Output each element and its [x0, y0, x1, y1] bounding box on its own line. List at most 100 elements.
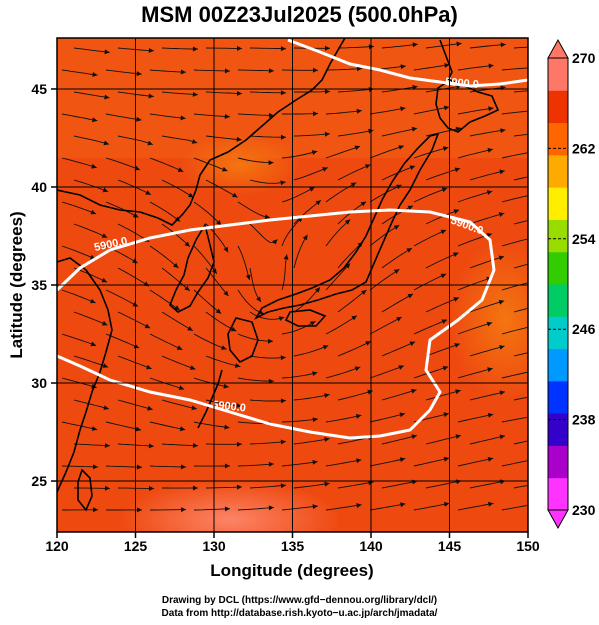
streamline	[205, 47, 243, 49]
streamline-arrow	[92, 117, 98, 123]
streamline-arrow	[268, 505, 274, 511]
streamline	[293, 287, 321, 313]
streamline-arrow	[312, 504, 318, 510]
streamline-arrow	[173, 262, 179, 268]
streamline	[61, 69, 98, 76]
coastline-shikoku	[284, 309, 327, 327]
streamline	[469, 212, 505, 225]
streamline-arrow	[105, 485, 110, 491]
streamline-arrow	[222, 166, 228, 172]
streamline	[149, 377, 185, 390]
streamline	[237, 157, 274, 164]
streamline	[61, 289, 96, 304]
streamline-arrow	[145, 190, 151, 195]
streamline-arrow	[280, 439, 286, 445]
streamline-arrow	[453, 209, 460, 214]
streamline	[61, 421, 98, 431]
streamline-arrow	[355, 413, 362, 419]
streamline	[117, 267, 150, 287]
streamline	[193, 201, 222, 226]
streamline-arrow	[322, 167, 328, 172]
coastline-taiwan	[77, 468, 93, 512]
streamline-arrow	[324, 131, 330, 137]
streamline	[149, 69, 186, 73]
y-tick-label: 40	[31, 179, 47, 195]
colorbar-segment	[548, 187, 568, 220]
streamline-arrow	[351, 315, 357, 321]
streamline	[281, 254, 288, 291]
streamline-arrow	[268, 112, 274, 118]
coastline-asia-north	[57, 38, 346, 226]
streamline	[205, 355, 241, 368]
streamline-arrow	[236, 136, 242, 142]
streamline	[149, 289, 181, 311]
streamline	[73, 223, 108, 239]
streamline-arrow	[245, 274, 251, 280]
x-tick-label: 135	[281, 538, 305, 554]
streamline-arrow	[309, 187, 315, 192]
streamline-arrow	[399, 457, 406, 463]
streamline-arrow	[412, 42, 418, 48]
streamline	[73, 47, 110, 53]
streamline	[237, 463, 274, 467]
streamline	[293, 234, 308, 269]
streamline	[369, 316, 402, 335]
streamline-arrow	[442, 365, 449, 371]
streamline	[205, 486, 243, 489]
streamline-arrow	[532, 192, 537, 197]
streamline	[457, 457, 494, 467]
streamline-arrow	[486, 321, 493, 327]
streamline-arrow	[324, 393, 330, 398]
streamline	[337, 129, 374, 137]
streamline-arrow	[499, 345, 505, 350]
streamline-arrow	[315, 200, 321, 206]
streamline	[249, 179, 286, 184]
x-tick-label: 140	[359, 538, 383, 554]
streamline	[282, 113, 319, 115]
streamline-arrow	[500, 128, 506, 134]
streamline	[193, 508, 231, 511]
streamline-arrow	[486, 190, 493, 195]
streamline	[293, 345, 329, 357]
streamline-arrow	[132, 258, 138, 264]
streamline-arrow	[144, 323, 151, 329]
streamline	[413, 457, 450, 467]
streamline	[413, 319, 448, 335]
streamline	[161, 355, 196, 370]
streamline-arrow	[322, 345, 329, 350]
y-axis-label: Latitude (degrees)	[7, 211, 26, 358]
streamline-arrow	[407, 293, 414, 299]
colorbar-segment	[548, 154, 568, 188]
streamline	[325, 263, 351, 291]
streamline	[249, 441, 286, 445]
streamline-arrow	[324, 437, 330, 442]
streamline-arrow	[498, 212, 505, 217]
streamline	[425, 389, 461, 401]
streamline	[161, 311, 194, 332]
warm-region-east	[450, 240, 528, 400]
streamline-arrow	[312, 459, 318, 465]
streamline-arrow	[191, 139, 198, 144]
streamline	[413, 502, 450, 511]
footer-credit-data: Data from http://database.rish.kyoto−u.a…	[161, 608, 438, 619]
streamline	[501, 238, 528, 247]
streamline-arrow	[440, 229, 447, 235]
streamline-arrow	[146, 364, 152, 370]
streamline	[513, 352, 528, 357]
x-ticks: 120 125 130 135 140 145 150	[45, 532, 540, 554]
streamline-arrow	[191, 405, 197, 411]
streamline-arrow	[92, 72, 98, 77]
streamline	[249, 399, 287, 402]
streamline	[293, 482, 330, 489]
streamline	[337, 340, 372, 357]
streamline	[501, 67, 528, 71]
streamline-arrow	[103, 140, 109, 146]
warm-region-north	[180, 135, 300, 195]
streamline-arrow	[102, 187, 109, 193]
y-ticks: 25 30 35 40 45	[31, 81, 57, 489]
streamline	[325, 145, 361, 159]
colorbar: 270 262 254 246 238 230	[547, 38, 596, 530]
streamline-arrow	[531, 236, 536, 241]
streamline	[193, 113, 230, 118]
y-tick-label: 45	[31, 81, 47, 97]
